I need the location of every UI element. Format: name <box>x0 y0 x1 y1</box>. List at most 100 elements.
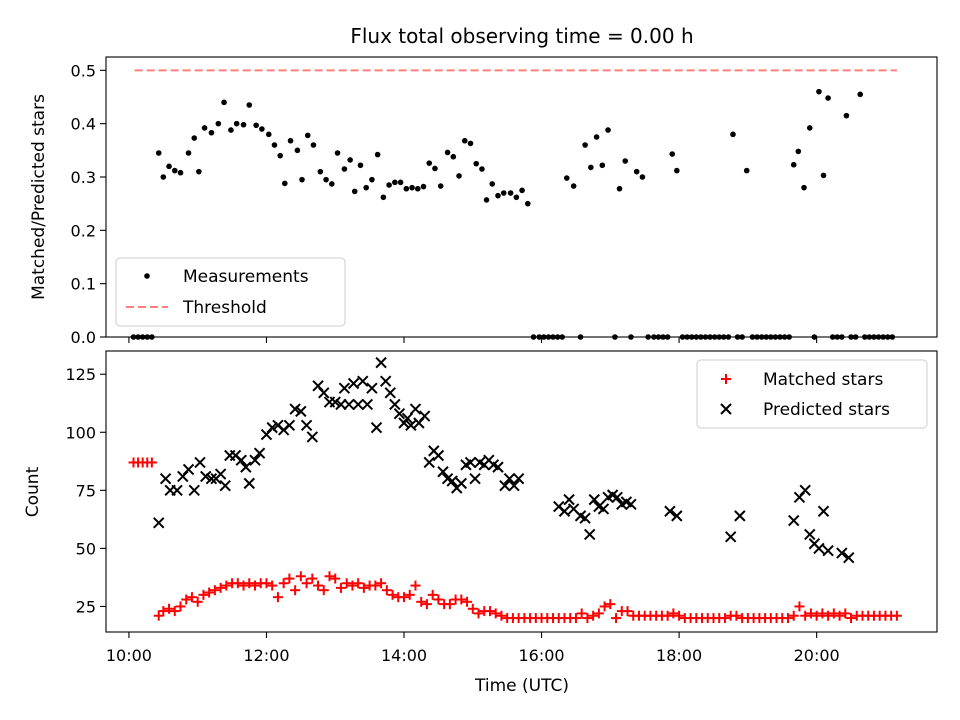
matched-star-point <box>358 582 369 593</box>
matched-star-point <box>588 610 599 621</box>
matched-star-point <box>376 578 387 589</box>
matched-star-point <box>261 578 272 589</box>
matched-star-point <box>284 573 295 584</box>
chart-title: Flux total observing time = 0.00 h <box>350 24 693 48</box>
legend-label-predicted: Predicted stars <box>763 400 890 420</box>
measurement-point <box>616 185 623 192</box>
matched-star-point <box>582 613 593 624</box>
measurement-point <box>240 121 247 128</box>
bottom-legend-box <box>696 359 928 429</box>
measurement-point <box>374 151 381 158</box>
predicted-star-point <box>423 456 435 469</box>
matched-star-point <box>462 596 473 607</box>
measurement-point <box>341 166 348 172</box>
legend-marker-predicted <box>720 403 732 415</box>
matched-star-point <box>153 610 164 621</box>
measurement-point <box>500 190 507 196</box>
matched-star-point <box>576 608 587 619</box>
measurement-point <box>329 181 335 187</box>
predicted-star-point <box>405 419 417 432</box>
bottom-y-tick-label: 125 <box>65 365 96 384</box>
measurement-point <box>386 182 392 188</box>
matched-star-point <box>250 580 261 591</box>
measurement-point <box>414 185 421 192</box>
bottom-y-tick-label: 75 <box>76 481 96 500</box>
predicted-star-point <box>804 528 816 541</box>
matched-star-point <box>341 578 352 589</box>
matched-star-point <box>805 608 816 619</box>
matched-star-point <box>416 596 427 607</box>
matched-star-point <box>158 606 169 617</box>
predicted-star-point <box>437 466 449 478</box>
predicted-star-point <box>253 447 266 459</box>
measurement-point <box>622 158 629 164</box>
measurement-point <box>369 176 375 183</box>
measurement-point <box>265 131 272 138</box>
matched-star-point <box>788 610 799 621</box>
top-y-tick-label: 0.1 <box>71 275 96 294</box>
predicted-star-point <box>295 405 307 418</box>
matched-star-point <box>719 613 730 624</box>
measurement-point <box>171 167 178 174</box>
matched-star-point <box>782 613 793 624</box>
measurement-point <box>743 167 750 174</box>
predicted-star-point <box>512 473 525 485</box>
matched-star-point <box>811 610 822 621</box>
bottom-panel: 25 50 75 100 125 10:00 12:00 14:00 16:00 18:00 20… <box>23 350 938 696</box>
bottom-y-axis: 25 50 75 100 125 <box>65 365 106 616</box>
bottom-x-tick-label: 20:00 <box>794 646 840 665</box>
measurement-point <box>633 168 640 175</box>
matched-star-point <box>232 578 243 589</box>
matched-star-point <box>828 608 839 619</box>
measurement-point <box>287 137 294 144</box>
matched-star-point <box>834 610 845 621</box>
matched-star-point <box>272 592 283 603</box>
matched-star-point <box>490 608 501 619</box>
predicted-star-point <box>357 375 369 387</box>
predicted-star-point <box>579 512 591 524</box>
matched-star-point <box>800 610 811 621</box>
measurement-point <box>639 174 646 180</box>
measurement-point <box>397 179 404 186</box>
predicted-star-point <box>418 410 431 422</box>
measurement-point <box>467 140 474 147</box>
matched-star-point <box>146 457 157 468</box>
predicted-stars-layer <box>153 356 855 564</box>
matched-star-point <box>244 578 255 589</box>
predicted-star-point <box>300 419 313 432</box>
matched-star-point <box>427 589 438 600</box>
measurement-point <box>196 168 202 175</box>
measurement-point <box>363 184 369 191</box>
measurement-point <box>215 120 222 127</box>
predicted-star-point <box>153 517 165 529</box>
predicted-star-point <box>409 403 422 415</box>
matched-star-point <box>456 594 467 605</box>
bottom-y-axis-label: Count <box>23 466 43 517</box>
top-y-tick-label: 0.3 <box>71 168 96 187</box>
measurement-point <box>271 142 278 148</box>
measurement-point <box>357 162 364 169</box>
top-y-tick-label: 0.4 <box>71 115 96 134</box>
matched-star-point <box>238 580 249 591</box>
matched-star-point <box>404 589 415 600</box>
measurement-point <box>483 197 490 203</box>
measurement-point <box>816 88 822 95</box>
legend-label-matched: Matched stars <box>763 370 883 390</box>
matched-star-point <box>347 580 358 591</box>
measurement-point <box>191 135 198 141</box>
matched-star-point <box>387 589 398 600</box>
measurement-point <box>843 112 850 119</box>
bottom-x-axis-label: Time (UTC) <box>474 676 569 696</box>
matched-star-point <box>433 594 444 605</box>
measurement-point <box>166 163 172 170</box>
predicted-star-point <box>724 531 737 543</box>
measurement-point <box>185 150 192 156</box>
predicted-star-point <box>597 503 610 515</box>
measurement-point <box>233 120 240 127</box>
matched-star-point <box>353 578 364 589</box>
predicted-star-point <box>159 473 172 485</box>
matched-star-point <box>169 606 180 617</box>
legend-marker-matched <box>721 374 731 384</box>
measurement-point <box>582 142 588 148</box>
measurement-point <box>513 194 520 201</box>
